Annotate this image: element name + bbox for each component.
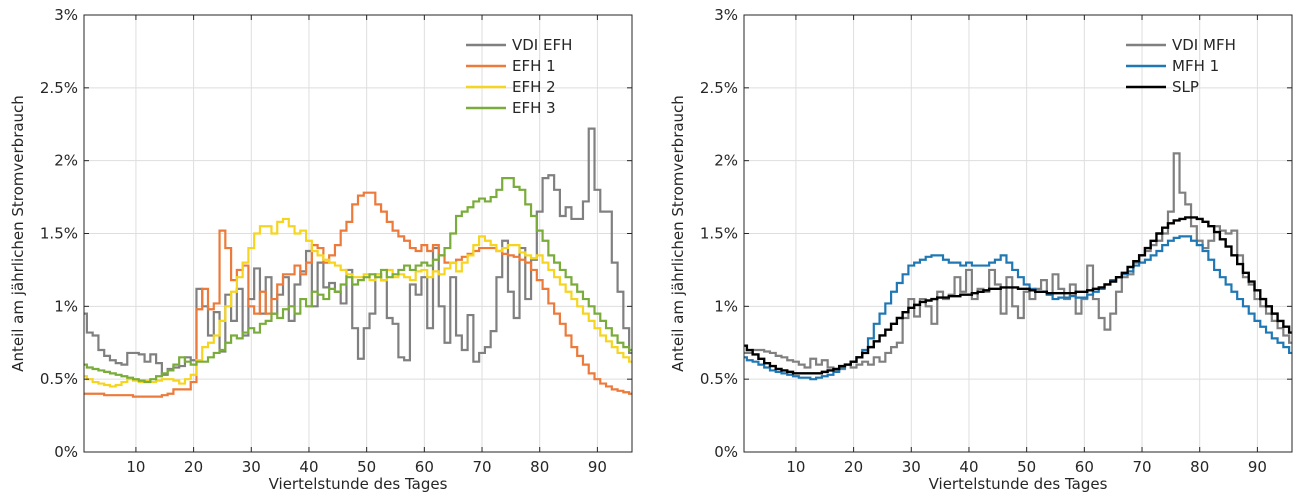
series-line-2	[84, 217, 632, 388]
x-tick-label: 90	[588, 458, 607, 476]
y-tick-label: 3%	[54, 6, 78, 24]
x-tick-label: 50	[357, 458, 376, 476]
x-tick-label: 30	[242, 458, 261, 476]
legend-label: VDI MFH	[1172, 36, 1236, 54]
legend-label: MFH 1	[1172, 57, 1219, 75]
legend: VDI MFH MFH 1 SLP	[1126, 36, 1236, 96]
y-tick-label: 0%	[714, 443, 738, 461]
y-tick-label: 3%	[714, 6, 738, 24]
x-tick-label: 70	[1132, 458, 1151, 476]
x-tick-label: 10	[786, 458, 805, 476]
x-tick-label: 70	[472, 458, 491, 476]
x-tick-label: 20	[184, 458, 203, 476]
y-tick-label: 1%	[714, 297, 738, 315]
y-tick-label: 0.5%	[700, 370, 738, 388]
x-tick-label: 40	[959, 458, 978, 476]
y-tick-label: 1%	[54, 297, 78, 315]
x-tick-label: 80	[1190, 458, 1209, 476]
y-tick-label: 0%	[54, 443, 78, 461]
y-tick-label: 2%	[714, 152, 738, 170]
legend: VDI EFH EFH 1 EFH 2 EFH 3	[466, 36, 572, 117]
y-tick-label: 2.5%	[700, 79, 738, 97]
legend-label: EFH 3	[512, 99, 556, 117]
series-line-1	[84, 191, 632, 398]
y-axis-title: Anteil am jährlichen Stromverbrauch	[669, 95, 687, 372]
y-tick-label: 1.5%	[700, 225, 738, 243]
x-tick-label: 90	[1248, 458, 1267, 476]
legend-label: SLP	[1172, 78, 1199, 96]
left-chart-efh: 10 20 30 40 50 60 70 80 90 0% 0.5% 1% 1.5% 2% 2.5% 3% Vi…	[9, 6, 633, 493]
x-axis-title: Viertelstunde des Tages	[929, 475, 1108, 493]
x-tick-label: 50	[1017, 458, 1036, 476]
x-tick-label: 20	[844, 458, 863, 476]
x-tick-label: 60	[1075, 458, 1094, 476]
legend-label: EFH 1	[512, 57, 556, 75]
series-line-3	[84, 177, 632, 384]
y-tick-label: 2.5%	[40, 79, 78, 97]
x-tick-label: 60	[415, 458, 434, 476]
series-line-2	[744, 216, 1292, 375]
legend-label: EFH 2	[512, 78, 556, 96]
y-tick-label: 2%	[54, 152, 78, 170]
legend-label: VDI EFH	[512, 36, 572, 54]
series-line-1	[744, 235, 1292, 381]
x-tick-label: 10	[126, 458, 145, 476]
x-tick-label: 30	[902, 458, 921, 476]
x-tick-label: 80	[530, 458, 549, 476]
right-chart-mfh: 10 20 30 40 50 60 70 80 90 0% 0.5% 1% 1.5% 2% 2.5% 3% Vi…	[669, 6, 1293, 493]
y-tick-label: 0.5%	[40, 370, 78, 388]
x-axis-title: Viertelstunde des Tages	[269, 475, 448, 493]
y-axis-title: Anteil am jährlichen Stromverbrauch	[9, 95, 27, 372]
x-tick-label: 40	[299, 458, 318, 476]
y-tick-label: 1.5%	[40, 225, 78, 243]
